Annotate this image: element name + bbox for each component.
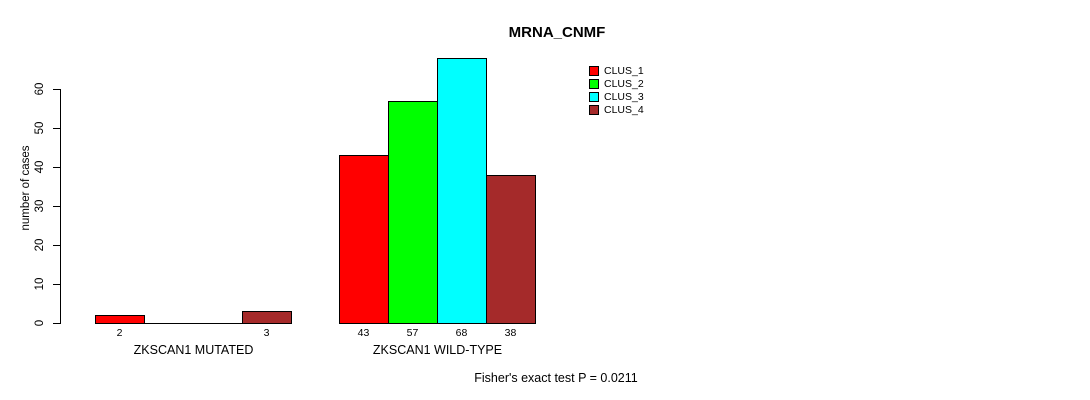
- bar: [486, 175, 536, 324]
- y-tick-label: 0: [34, 319, 46, 327]
- y-tick: [53, 284, 60, 285]
- group-label: ZKSCAN1 MUTATED: [133, 343, 254, 357]
- annotation-text: Fisher's exact test P = 0.0211: [474, 371, 638, 385]
- legend-swatch: [589, 92, 599, 102]
- y-tick: [53, 167, 60, 168]
- legend-label: CLUS_1: [604, 65, 644, 77]
- y-tick: [53, 206, 60, 207]
- legend-label: CLUS_2: [604, 78, 644, 90]
- bar: [388, 101, 438, 324]
- legend-swatch: [589, 79, 599, 89]
- y-tick-label: 10: [34, 277, 46, 291]
- bar-value-label: 43: [357, 327, 370, 339]
- legend-swatch: [589, 66, 599, 76]
- y-tick-label: 30: [34, 199, 46, 213]
- chart-title: MRNA_CNMF: [508, 24, 606, 41]
- y-axis-label: number of cases: [20, 145, 32, 231]
- bar: [95, 315, 145, 324]
- group-label: ZKSCAN1 WILD-TYPE: [372, 343, 503, 357]
- y-tick: [53, 89, 60, 90]
- y-tick-label: 50: [34, 121, 46, 135]
- legend-swatch: [589, 105, 599, 115]
- bar-value-label: 68: [455, 327, 468, 339]
- y-tick-label: 40: [34, 160, 46, 174]
- group-baseline: [95, 323, 292, 324]
- bar: [437, 58, 487, 324]
- bar-value-label: 57: [406, 327, 419, 339]
- y-tick: [53, 245, 60, 246]
- legend-label: CLUS_4: [604, 104, 644, 116]
- y-tick-label: 20: [34, 238, 46, 252]
- y-tick: [53, 323, 60, 324]
- y-tick-label: 60: [34, 82, 46, 96]
- bar-value-label: 3: [263, 327, 270, 339]
- bar: [242, 311, 292, 324]
- bar-value-label: 38: [504, 327, 517, 339]
- y-axis-line: [60, 89, 61, 324]
- bar: [339, 155, 389, 324]
- legend-label: CLUS_3: [604, 91, 644, 103]
- bar-value-label: 2: [116, 327, 123, 339]
- y-tick: [53, 128, 60, 129]
